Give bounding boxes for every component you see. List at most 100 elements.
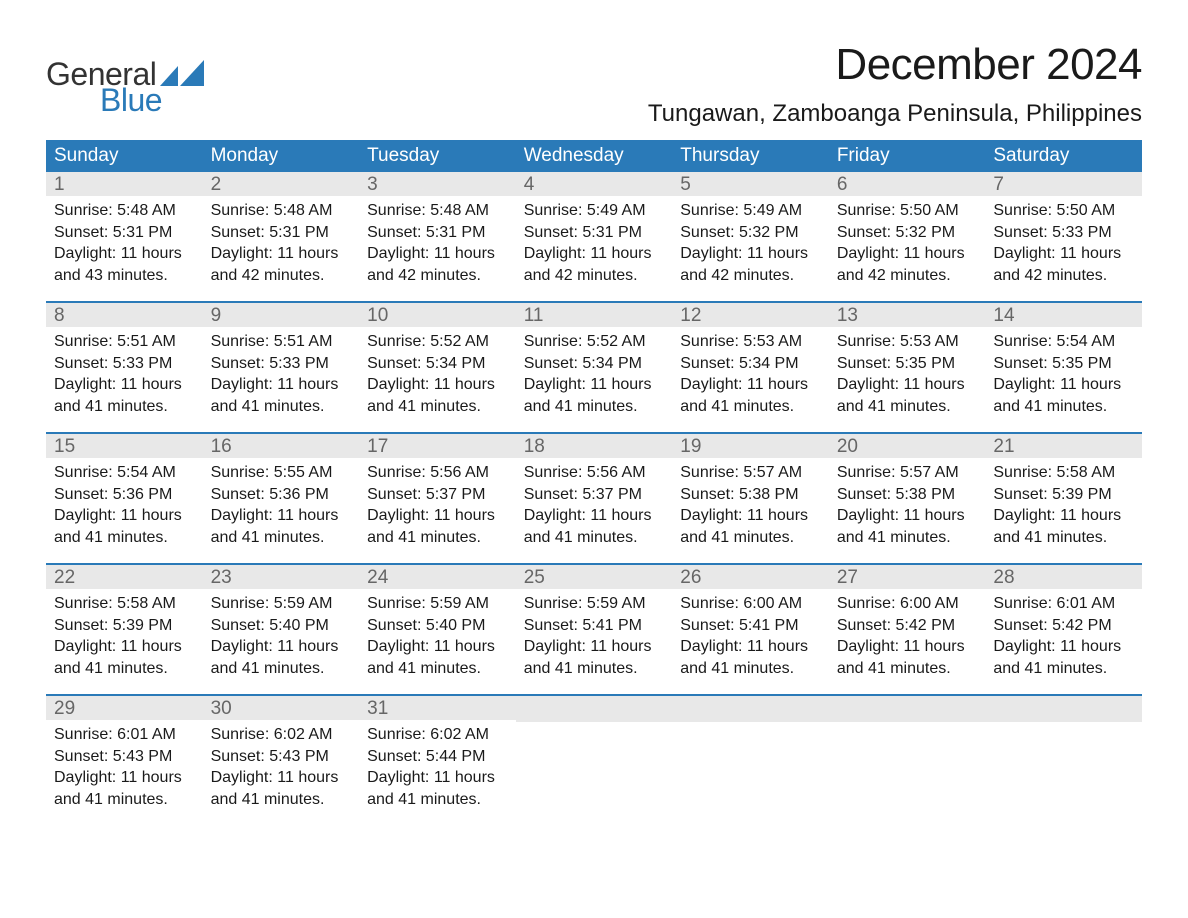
day-body: Sunrise: 5:49 AM Sunset: 5:31 PMDaylight:… [516, 196, 673, 294]
sunset-value: 5:43 PM [113, 748, 173, 765]
sunrise-value: 5:58 AM [1057, 464, 1116, 481]
day-number: 14 [985, 303, 1142, 327]
daylight-line: Daylight: 11 hours and 41 minutes. [367, 505, 508, 548]
day-number: 10 [359, 303, 516, 327]
sunset-value: 5:39 PM [1052, 486, 1112, 503]
daylight-label: Daylight: [837, 507, 899, 524]
sunset-line: Sunset: 5:36 PM [54, 484, 195, 506]
sunrise-value: 5:59 AM [587, 595, 646, 612]
day-body: Sunrise: 5:58 AMSunset: 5:39 PMDaylight:… [46, 589, 203, 687]
sunrise-label: Sunrise: [993, 333, 1052, 350]
sunrise-value: 6:00 AM [743, 595, 802, 612]
week-row: 8Sunrise: 5:51 AMSunset: 5:33 PMDaylight… [46, 303, 1142, 433]
sunset-label: Sunset: [211, 748, 265, 765]
daylight-line: Daylight: 11 hours and 41 minutes. [993, 374, 1134, 417]
daylight-line: Daylight: 11 hours and 41 minutes. [993, 505, 1134, 548]
sunset-line: Sunset: 5:31 PM [524, 222, 665, 244]
sunrise-value: 5:59 AM [274, 595, 333, 612]
day-cell: 8Sunrise: 5:51 AMSunset: 5:33 PMDaylight… [46, 303, 203, 433]
sunrise-line: Sunrise: 6:02 AM [367, 724, 508, 746]
day-cell [985, 696, 1142, 826]
day-cell: 24Sunrise: 5:59 AMSunset: 5:40 PMDayligh… [359, 565, 516, 695]
day-body: Sunrise: 5:52 AMSunset: 5:34 PMDaylight:… [516, 327, 673, 425]
sunrise-label: Sunrise: [524, 333, 583, 350]
sunset-label: Sunset: [367, 355, 421, 372]
sunrise-value: 5:49 AM [587, 202, 646, 219]
sunrise-label: Sunrise: [837, 464, 896, 481]
day-cell: 15Sunrise: 5:54 AMSunset: 5:36 PMDayligh… [46, 434, 203, 564]
sunrise-line: Sunrise: 5:59 AM [367, 593, 508, 615]
sunset-line: Sunset: 5:31 PM [211, 222, 352, 244]
day-body: Sunrise: 5:53 AMSunset: 5:35 PMDaylight:… [829, 327, 986, 425]
sunset-value: 5:34 PM [426, 355, 486, 372]
day-number: 13 [829, 303, 986, 327]
daylight-line: Daylight: 11 hours and 42 minutes. [524, 243, 665, 286]
day-number: 11 [516, 303, 673, 327]
sunset-line: Sunset: 5:40 PM [367, 615, 508, 637]
sunrise-line: Sunrise: 5:48 AM [367, 200, 508, 222]
sunrise-value: 5:58 AM [117, 595, 176, 612]
sunset-value: 5:36 PM [269, 486, 329, 503]
brand-line2: Blue [46, 84, 204, 116]
sunrise-label: Sunrise: [524, 202, 583, 219]
sunrise-line: Sunrise: 5:57 AM [837, 462, 978, 484]
sunrise-label: Sunrise: [211, 333, 270, 350]
day-body: Sunrise: 5:49 AMSunset: 5:32 PMDaylight:… [672, 196, 829, 294]
sunset-label: Sunset: [837, 224, 891, 241]
day-cell: 18Sunrise: 5:56 AMSunset: 5:37 PMDayligh… [516, 434, 673, 564]
day-body: Sunrise: 5:57 AMSunset: 5:38 PMDaylight:… [829, 458, 986, 556]
sunset-label: Sunset: [837, 355, 891, 372]
daylight-label: Daylight: [993, 376, 1055, 393]
sunset-value: 5:35 PM [896, 355, 956, 372]
day-body: Sunrise: 6:02 AMSunset: 5:43 PMDaylight:… [203, 720, 360, 818]
day-cell: 14Sunrise: 5:54 AMSunset: 5:35 PMDayligh… [985, 303, 1142, 433]
daylight-line: Daylight: 11 hours and 41 minutes. [837, 636, 978, 679]
day-body: Sunrise: 6:01 AMSunset: 5:43 PMDaylight:… [46, 720, 203, 818]
daylight-line: Daylight: 11 hours and 41 minutes. [211, 767, 352, 810]
day-number: 30 [203, 696, 360, 720]
day-body: Sunrise: 5:59 AMSunset: 5:41 PMDaylight:… [516, 589, 673, 687]
day-cell: 30Sunrise: 6:02 AMSunset: 5:43 PMDayligh… [203, 696, 360, 826]
daylight-line: Daylight: 11 hours and 41 minutes. [367, 374, 508, 417]
day-cell: 9Sunrise: 5:51 AMSunset: 5:33 PMDaylight… [203, 303, 360, 433]
day-cell: 19Sunrise: 5:57 AMSunset: 5:38 PMDayligh… [672, 434, 829, 564]
day-cell: 7Sunrise: 5:50 AMSunset: 5:33 PMDaylight… [985, 172, 1142, 302]
sunrise-label: Sunrise: [993, 464, 1052, 481]
month-title: December 2024 [648, 40, 1142, 90]
day-number: 27 [829, 565, 986, 589]
daylight-label: Daylight: [211, 638, 273, 655]
sunrise-value: 5:49 AM [743, 202, 802, 219]
sunset-value: 5:31 PM [113, 224, 173, 241]
day-cell [516, 696, 673, 826]
sunrise-label: Sunrise: [54, 464, 113, 481]
sunrise-line: Sunrise: 5:51 AM [54, 331, 195, 353]
sunset-value: 5:41 PM [582, 617, 642, 634]
sunrise-label: Sunrise: [993, 595, 1052, 612]
sunset-value: 5:40 PM [269, 617, 329, 634]
sunrise-value: 6:01 AM [117, 726, 176, 743]
sunrise-line: Sunrise: 5:55 AM [211, 462, 352, 484]
sunrise-value: 5:54 AM [1057, 333, 1116, 350]
sunset-line: Sunset: 5:43 PM [211, 746, 352, 768]
sunset-value: 5:38 PM [896, 486, 956, 503]
sunset-line: Sunset: 5:42 PM [837, 615, 978, 637]
daylight-line: Daylight: 11 hours and 41 minutes. [837, 374, 978, 417]
sunset-label: Sunset: [367, 748, 421, 765]
daylight-line: Daylight: 11 hours and 41 minutes. [680, 636, 821, 679]
sunset-line: Sunset: 5:34 PM [524, 353, 665, 375]
weekday-header-row: SundayMondayTuesdayWednesdayThursdayFrid… [46, 140, 1142, 172]
week-row: 29Sunrise: 6:01 AMSunset: 5:43 PMDayligh… [46, 696, 1142, 826]
day-cell: 22Sunrise: 5:58 AMSunset: 5:39 PMDayligh… [46, 565, 203, 695]
daylight-label: Daylight: [837, 376, 899, 393]
day-body: Sunrise: 5:52 AMSunset: 5:34 PMDaylight:… [359, 327, 516, 425]
title-block: December 2024 Tungawan, Zamboanga Penins… [648, 40, 1142, 128]
day-number: 18 [516, 434, 673, 458]
daylight-label: Daylight: [54, 769, 116, 786]
day-number: 31 [359, 696, 516, 720]
day-number: 1 [46, 172, 203, 196]
day-cell: 5Sunrise: 5:49 AMSunset: 5:32 PMDaylight… [672, 172, 829, 302]
day-number: 26 [672, 565, 829, 589]
sunrise-line: Sunrise: 5:53 AM [680, 331, 821, 353]
sunrise-line: Sunrise: 6:02 AM [211, 724, 352, 746]
day-body: Sunrise: 5:58 AMSunset: 5:39 PMDaylight:… [985, 458, 1142, 556]
